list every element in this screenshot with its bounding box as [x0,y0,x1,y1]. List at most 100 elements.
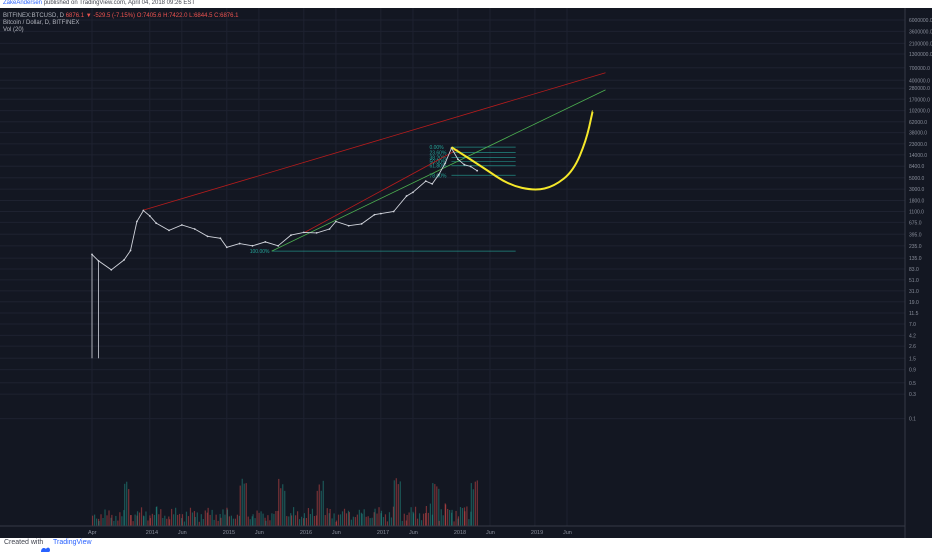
chart-frame[interactable]: 0.00% 23.60% 38.20% 50.00% 61.80% 78.60% 100.0… [0,8,932,538]
price-axis-tick-label: 23000.0 [909,142,927,148]
volume-bar [365,516,367,526]
volume-bar [106,515,108,526]
volume-bar [416,518,419,526]
chart-title: Bitcoin / Dollar, D, BITFINEX [3,20,80,26]
price-point [476,169,479,172]
volume-bar [121,516,123,526]
fib-level-label: 23.60% [429,151,447,157]
volume-bar [249,519,251,526]
volume-bar [222,509,224,526]
volume-bar [457,518,459,526]
volume-bar [179,513,181,526]
volume-bar [376,513,378,526]
author-link[interactable]: ZakeAndersen [3,0,43,6]
volume-bar [356,514,358,526]
fib-level-label: 50.00% [429,160,447,166]
volume-bar [307,508,310,526]
volume-bar [296,511,299,526]
volume-bar [472,489,474,526]
fibonacci-retracement: 0.00%23.60%38.20%50.00%61.80% 78.60% 100.0… [250,145,516,255]
price-point [180,224,183,226]
volume-bar [200,514,202,526]
volume-bar [168,516,170,526]
price-point [123,258,125,261]
volume-bar [329,508,331,526]
volume-bar [207,507,209,526]
volume-bar [143,516,145,526]
price-axis-tick-label: 135.0 [909,256,922,262]
price-point [142,209,145,212]
time-axis-tick-label: 2019 [531,530,543,536]
publication-header: ZakeAndersen published on TradingView.co… [0,0,932,8]
volume-bar [337,514,340,526]
published-text: published on TradingView.com, April 04, … [42,0,196,6]
volume-bar [371,517,373,526]
volume-bar [175,507,177,526]
volume-bar [198,521,200,526]
volume-bar [463,507,466,526]
volume-bar [262,513,264,526]
price-axis-tick-label: 0.9 [909,368,916,374]
volume-bar [194,516,196,526]
tradingview-brand[interactable]: TradingView [53,539,92,546]
price-point [206,235,209,238]
volume-bar [149,515,151,526]
volume-bar [275,510,277,526]
price-point [277,244,280,247]
volume-bar [181,514,184,526]
volume-bar [335,521,337,526]
volume-bar [320,490,322,526]
volume-bar [405,520,407,526]
volume-bar [427,512,429,526]
price-point [193,228,196,230]
price-point [219,237,222,240]
time-axis-tick-label: 2014 [146,530,158,536]
volume-bar [436,486,438,526]
volume-bar [414,506,417,526]
symbol[interactable]: BITFINEX:BTCUSD, D [3,13,65,19]
price-point [264,241,267,243]
volume-bar [284,490,286,526]
volume-bar [124,483,126,526]
price-axis-tick-label: 31.0 [909,289,919,295]
volume-bar [395,478,397,526]
price-axis-tick-label: 5000.0 [909,176,925,182]
time-axis-tick-label: Jun [178,530,187,536]
volume-bar [464,511,466,526]
volume-bar [256,510,258,526]
fib-level-label: 38.20% [429,155,447,161]
time-axis-tick-label: Jun [332,530,341,536]
trend-lines [143,72,606,252]
price-point [392,210,395,213]
volume-bar [363,509,365,526]
volume-bar [232,518,234,526]
publication-line: ZakeAndersen published on TradingView.co… [3,0,195,6]
price-point [335,220,337,223]
volume-bar [104,509,106,526]
volume-bar [292,507,295,526]
price-chart[interactable]: 0.00%23.60%38.20%50.00%61.80% 78.60% 100.0… [0,8,932,538]
volume-bar [286,516,288,526]
volume-bar [431,514,433,526]
volume-bar [108,510,110,526]
volume-bar [403,513,405,526]
volume-indicator-label[interactable]: Vol (20) [3,27,24,33]
volume-bar [117,520,119,526]
price-axis-tick-label: 280000.0 [909,86,930,92]
volume-bar [315,515,318,526]
volume-bar [360,512,362,526]
trend-line-upper-channel [143,72,606,211]
volume-bar [134,514,136,526]
volume-bar [408,512,410,526]
volume-bar [213,519,215,526]
volume-bar [278,478,280,526]
volume-bar [110,517,112,526]
volume-bar [96,518,98,526]
volume-bar [153,514,155,526]
volume-bar [380,510,383,526]
volume-bar [217,520,219,526]
volume-bar [264,517,266,526]
price-axis-tick-label: 1100.0 [909,209,924,215]
symbol-line: BITFINEX:BTCUSD, D 6876.1 ▼ -529.5 (-7.1… [3,13,238,19]
volume-bar [132,521,134,526]
